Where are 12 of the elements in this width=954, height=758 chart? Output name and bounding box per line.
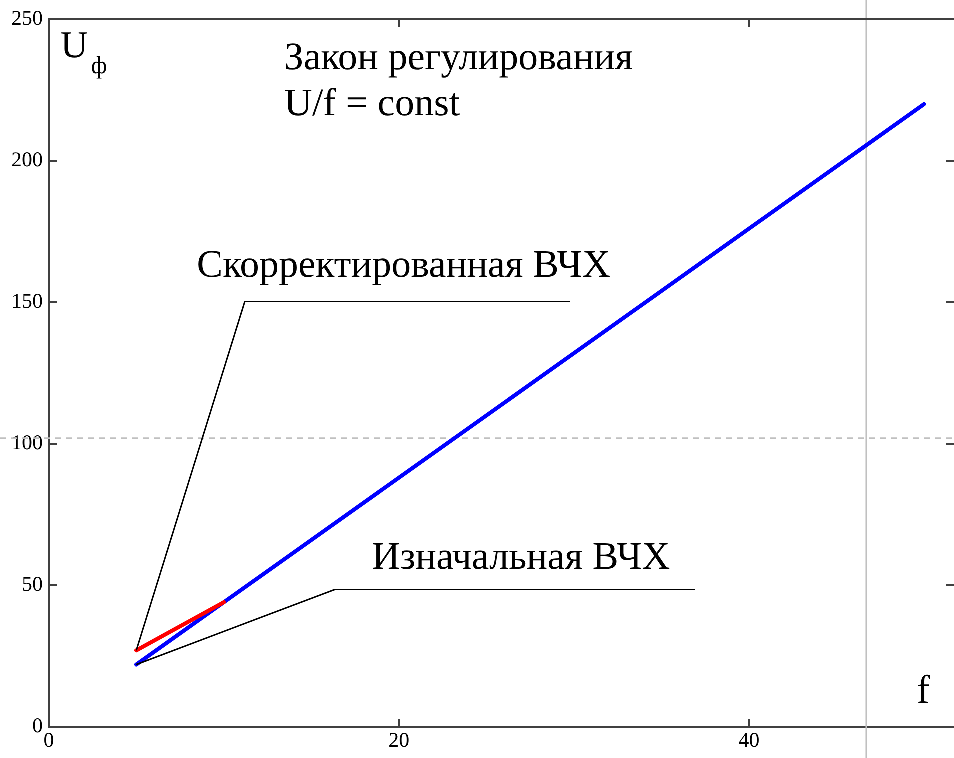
y-tick-label: 100 <box>12 430 43 455</box>
x-tick-label: 40 <box>738 728 760 752</box>
y-tick-label: 250 <box>12 6 43 30</box>
x-tick-label: 20 <box>388 728 410 752</box>
y-tick-label: 150 <box>12 289 43 314</box>
annotation: Закон регулирования <box>284 36 634 79</box>
y-tick-label: 50 <box>22 572 43 596</box>
series-label: Изначальная ВЧХ <box>372 535 670 578</box>
y-tick-label: 200 <box>12 148 43 172</box>
annotation: U/f = const <box>284 82 460 125</box>
x-axis-title: f <box>916 666 931 712</box>
text: Скорректированная ВЧХ <box>196 243 611 286</box>
